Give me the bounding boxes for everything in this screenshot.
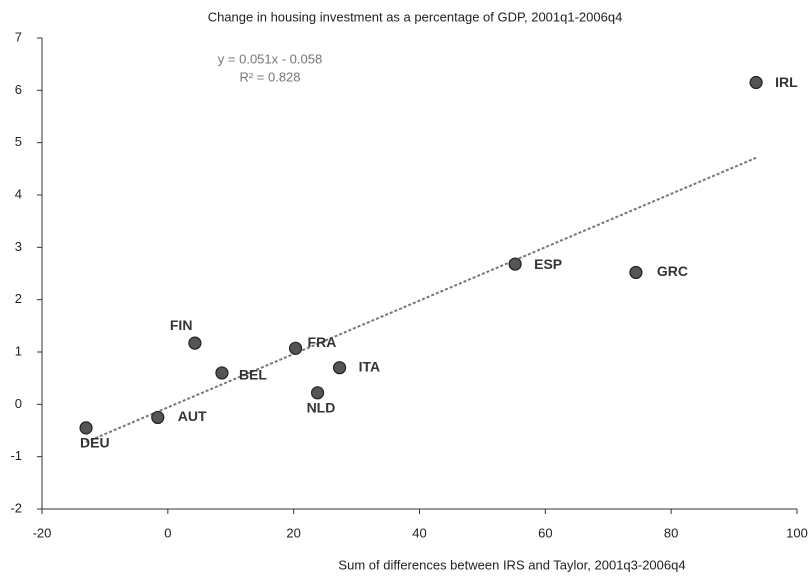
- point: [288, 341, 303, 355]
- point: [508, 257, 522, 271]
- y-tick-label: 3: [15, 239, 22, 254]
- point-label: GRC: [657, 263, 688, 279]
- y-tick-label: -2: [10, 500, 22, 515]
- x-axis-title: Sum of differences between IRS and Taylo…: [338, 557, 685, 572]
- y-tick-label: 4: [15, 186, 22, 201]
- trend-line: [85, 156, 757, 443]
- point: [188, 336, 202, 350]
- point-label: NLD: [307, 400, 336, 416]
- y-tick-label: 6: [15, 82, 22, 97]
- x-tick-label: 20: [286, 525, 300, 540]
- point: [310, 386, 325, 400]
- point: [151, 410, 165, 425]
- point-label: AUT: [178, 408, 207, 424]
- point-label: ITA: [359, 358, 381, 374]
- chart-title: Change in housing investment as a percen…: [208, 9, 623, 24]
- point-label: IRL: [775, 74, 798, 90]
- trend-r2: R² = 0.828: [239, 69, 300, 84]
- y-tick-label: 5: [15, 134, 22, 149]
- y-tick-label: -1: [10, 448, 22, 463]
- x-tick-label: 100: [786, 525, 808, 540]
- point: [215, 366, 229, 380]
- y-tick-label: 2: [15, 291, 22, 306]
- point-label: ESP: [534, 256, 562, 272]
- x-tick-label: 40: [412, 525, 426, 540]
- y-tick-label: 0: [15, 396, 22, 411]
- point: [79, 421, 93, 435]
- y-tick-label: 7: [15, 29, 22, 44]
- point-label: BEL: [239, 367, 267, 383]
- point-label: FIN: [170, 317, 193, 333]
- point: [749, 75, 763, 90]
- x-tick-label: -20: [33, 525, 52, 540]
- point: [629, 265, 643, 280]
- x-tick-label: 80: [664, 525, 678, 540]
- point-label: DEU: [80, 435, 110, 451]
- point: [332, 361, 347, 375]
- y-tick-label: 1: [15, 343, 22, 358]
- x-tick-label: 0: [164, 525, 171, 540]
- trend-equation: y = 0.051x - 0.058: [218, 51, 322, 66]
- x-tick-label: 60: [538, 525, 552, 540]
- point-label: FRA: [308, 334, 337, 350]
